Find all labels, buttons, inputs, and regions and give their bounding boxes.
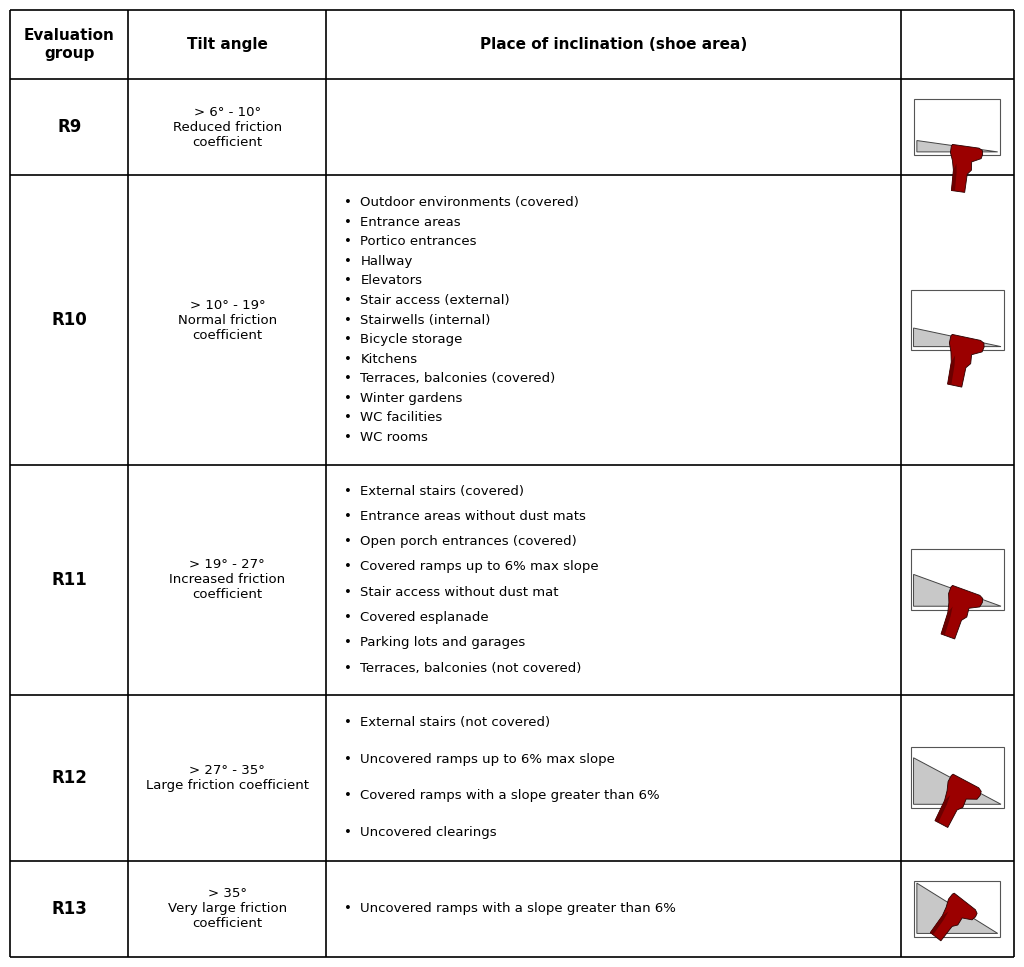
Text: •: • — [344, 235, 352, 249]
Text: •: • — [344, 294, 352, 307]
Text: Covered ramps with a slope greater than 6%: Covered ramps with a slope greater than … — [360, 789, 659, 803]
Text: > 19° - 27°
Increased friction
coefficient: > 19° - 27° Increased friction coefficie… — [169, 558, 286, 601]
Text: Terraces, balconies (covered): Terraces, balconies (covered) — [360, 372, 555, 385]
Polygon shape — [916, 140, 997, 152]
Text: Kitchens: Kitchens — [360, 353, 418, 366]
Text: •: • — [344, 392, 352, 405]
Text: R13: R13 — [51, 900, 87, 918]
Text: R12: R12 — [51, 769, 87, 787]
Polygon shape — [930, 912, 948, 935]
Text: •: • — [344, 510, 352, 523]
Text: Covered ramps up to 6% max slope: Covered ramps up to 6% max slope — [360, 561, 599, 573]
Text: Stair access without dust mat: Stair access without dust mat — [360, 586, 559, 599]
Text: •: • — [344, 535, 352, 548]
Text: > 10° - 19°
Normal friction
coefficient: > 10° - 19° Normal friction coefficient — [178, 299, 276, 341]
Polygon shape — [935, 795, 950, 823]
Text: > 6° - 10°
Reduced friction
coefficient: > 6° - 10° Reduced friction coefficient — [173, 105, 282, 149]
Text: WC rooms: WC rooms — [360, 431, 428, 444]
Polygon shape — [913, 574, 1001, 606]
Text: •: • — [344, 216, 352, 228]
Polygon shape — [916, 883, 997, 933]
Text: •: • — [344, 431, 352, 444]
Text: Stairwells (internal): Stairwells (internal) — [360, 313, 490, 327]
Text: •: • — [344, 753, 352, 766]
Text: Entrance areas: Entrance areas — [360, 216, 461, 228]
Text: Elevators: Elevators — [360, 275, 422, 287]
Polygon shape — [947, 335, 984, 387]
Text: •: • — [344, 636, 352, 650]
Text: •: • — [344, 372, 352, 385]
Polygon shape — [950, 144, 983, 192]
Polygon shape — [935, 775, 981, 828]
Text: Bicycle storage: Bicycle storage — [360, 333, 463, 346]
Text: Stair access (external): Stair access (external) — [360, 294, 510, 307]
Text: Open porch entrances (covered): Open porch entrances (covered) — [360, 535, 577, 548]
Polygon shape — [930, 894, 977, 941]
Text: R9: R9 — [57, 118, 82, 136]
Polygon shape — [951, 163, 956, 191]
Text: •: • — [344, 902, 352, 916]
Polygon shape — [914, 100, 1000, 156]
Text: •: • — [344, 333, 352, 346]
Text: •: • — [344, 411, 352, 425]
Polygon shape — [910, 549, 1004, 610]
Text: •: • — [344, 661, 352, 675]
Text: •: • — [344, 353, 352, 366]
Text: •: • — [344, 313, 352, 327]
Text: Uncovered ramps up to 6% max slope: Uncovered ramps up to 6% max slope — [360, 753, 615, 766]
Text: Evaluation
group: Evaluation group — [24, 28, 115, 61]
Text: •: • — [344, 717, 352, 729]
Text: WC facilities: WC facilities — [360, 411, 442, 425]
Text: > 27° - 35°
Large friction coefficient: > 27° - 35° Large friction coefficient — [145, 764, 309, 792]
Polygon shape — [910, 290, 1004, 350]
Text: •: • — [344, 196, 352, 209]
Text: •: • — [344, 561, 352, 573]
Text: Hallway: Hallway — [360, 255, 413, 268]
Text: Parking lots and garages: Parking lots and garages — [360, 636, 525, 650]
Text: Place of inclination (shoe area): Place of inclination (shoe area) — [480, 37, 748, 52]
Text: Terraces, balconies (not covered): Terraces, balconies (not covered) — [360, 661, 582, 675]
Text: •: • — [344, 275, 352, 287]
Polygon shape — [947, 355, 955, 385]
Polygon shape — [910, 747, 1004, 807]
Text: •: • — [344, 255, 352, 268]
Text: R10: R10 — [51, 311, 87, 329]
Text: R11: R11 — [51, 571, 87, 589]
Polygon shape — [941, 585, 983, 639]
Text: > 35°
Very large friction
coefficient: > 35° Very large friction coefficient — [168, 888, 287, 930]
Text: Outdoor environments (covered): Outdoor environments (covered) — [360, 196, 580, 209]
Polygon shape — [914, 881, 1000, 937]
Text: Uncovered ramps with a slope greater than 6%: Uncovered ramps with a slope greater tha… — [360, 902, 676, 916]
Text: External stairs (covered): External stairs (covered) — [360, 484, 524, 497]
Text: •: • — [344, 611, 352, 624]
Polygon shape — [913, 328, 1001, 346]
Text: Uncovered clearings: Uncovered clearings — [360, 826, 497, 839]
Text: External stairs (not covered): External stairs (not covered) — [360, 717, 550, 729]
Text: Entrance areas without dust mats: Entrance areas without dust mats — [360, 510, 586, 523]
Text: •: • — [344, 484, 352, 497]
Text: •: • — [344, 789, 352, 803]
Text: Portico entrances: Portico entrances — [360, 235, 477, 249]
Text: Tilt angle: Tilt angle — [187, 37, 268, 52]
Text: •: • — [344, 826, 352, 839]
Text: Covered esplanade: Covered esplanade — [360, 611, 488, 624]
Polygon shape — [913, 758, 1001, 805]
Polygon shape — [941, 606, 952, 635]
Text: Winter gardens: Winter gardens — [360, 392, 463, 405]
Text: •: • — [344, 586, 352, 599]
